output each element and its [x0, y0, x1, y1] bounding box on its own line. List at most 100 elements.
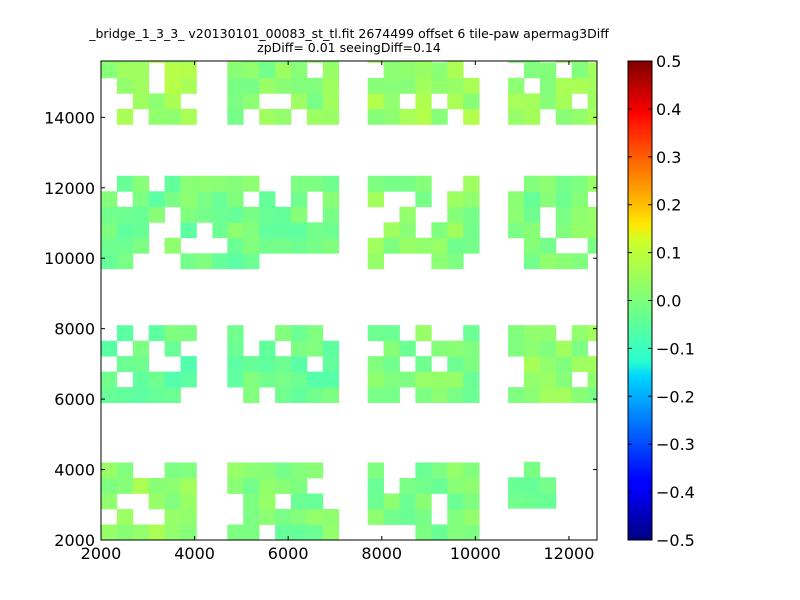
heatmap-cell — [132, 175, 150, 192]
heatmap-cell — [101, 191, 118, 208]
heatmap-cell — [383, 356, 400, 372]
heatmap-cell — [306, 108, 324, 125]
heatmap-cell — [275, 77, 292, 94]
y-tick-label: 8000 — [54, 320, 95, 339]
heatmap-cell — [116, 237, 134, 254]
heatmap-cell — [508, 77, 525, 94]
heatmap-cell — [415, 387, 432, 403]
heatmap-cell — [539, 477, 557, 494]
heatmap-cell — [259, 356, 276, 372]
heatmap-cell — [196, 191, 213, 208]
heatmap-cell — [463, 77, 480, 94]
heatmap-cell — [367, 478, 384, 494]
heatmap-cell — [322, 222, 340, 239]
heatmap-cell — [291, 93, 308, 110]
heatmap-cell — [180, 108, 197, 125]
heatmap-cell — [227, 222, 244, 239]
heatmap-cell — [227, 371, 244, 388]
heatmap-cell — [415, 108, 432, 125]
heatmap-cell — [508, 93, 525, 110]
heatmap-cell — [322, 371, 340, 388]
heatmap-cell — [447, 493, 464, 510]
heatmap-cell — [322, 356, 340, 372]
heatmap-cell — [259, 62, 276, 79]
heatmap-cell — [383, 340, 400, 357]
heatmap-cell — [447, 340, 464, 357]
heatmap-cell — [415, 61, 432, 63]
heatmap-cell — [383, 62, 400, 79]
heatmap-cell — [447, 253, 464, 270]
heatmap-cell — [116, 387, 134, 403]
colorbar-tick-label: 0.3 — [656, 148, 681, 167]
x-tick-label: 10000 — [450, 544, 501, 563]
heatmap-cell — [116, 77, 134, 94]
heatmap-cell — [415, 524, 432, 541]
heatmap-cell — [306, 340, 324, 357]
heatmap-cell — [259, 206, 276, 223]
heatmap-cell — [291, 493, 308, 510]
heatmap-cell — [367, 325, 384, 342]
heatmap-cell — [101, 371, 118, 388]
heatmap-cell — [148, 191, 165, 208]
heatmap-cell — [291, 387, 308, 403]
heatmap-cell — [524, 206, 541, 223]
heatmap-cell — [291, 524, 308, 541]
heatmap-cell — [164, 493, 181, 510]
heatmap-cell — [116, 175, 134, 192]
heatmap-cell — [259, 371, 276, 388]
heatmap-cell — [322, 524, 340, 541]
heatmap-cell — [291, 222, 308, 239]
heatmap-cell — [101, 206, 118, 223]
heatmap-cell — [431, 222, 448, 239]
heatmap-cell — [148, 524, 165, 541]
heatmap-cell — [180, 493, 197, 510]
heatmap-cell — [463, 222, 480, 239]
heatmap-cell — [508, 387, 525, 403]
heatmap-cell — [243, 478, 260, 494]
heatmap-cell — [463, 93, 480, 110]
heatmap-cell — [212, 206, 229, 223]
heatmap-cell — [431, 253, 448, 270]
heatmap-cell — [116, 325, 134, 342]
heatmap-cell — [367, 191, 384, 208]
heatmap-cell — [227, 206, 244, 223]
heatmap-cell — [431, 462, 448, 479]
heatmap-cell — [539, 191, 557, 208]
heatmap-cell — [275, 462, 292, 479]
heatmap-cell — [116, 524, 134, 541]
heatmap-cell — [383, 325, 400, 342]
heatmap-cell — [275, 387, 292, 403]
y-tick-label: 14000 — [44, 108, 95, 127]
heatmap-cell — [383, 493, 400, 510]
heatmap-cell — [227, 108, 244, 125]
heatmap-cell — [322, 93, 340, 110]
heatmap-cell — [539, 62, 557, 79]
heatmap-cell — [101, 462, 118, 479]
heatmap-cell — [180, 206, 197, 223]
heatmap-cell — [367, 175, 384, 192]
heatmap-cell — [243, 493, 260, 510]
heatmap-cell — [431, 524, 448, 541]
colorbar-tick-label: 0.1 — [656, 244, 681, 263]
heatmap-cell — [399, 222, 416, 239]
heatmap-cell — [367, 61, 384, 63]
heatmap-cell — [415, 175, 432, 192]
heatmap-cell — [463, 108, 480, 125]
heatmap-cell — [431, 62, 448, 79]
heatmap-cell — [243, 371, 260, 388]
heatmap-cell — [227, 325, 244, 342]
heatmap-cell — [383, 237, 400, 254]
heatmap-cell — [383, 61, 400, 63]
heatmap-cell — [212, 175, 229, 192]
heatmap-cell — [196, 206, 213, 223]
colorbar-tick-label: 0.0 — [656, 292, 681, 311]
heatmap-cell — [322, 509, 340, 525]
heatmap-cell — [383, 509, 400, 525]
heatmap-cell — [571, 77, 588, 94]
heatmap-cell — [180, 175, 197, 192]
heatmap-cell — [132, 340, 150, 357]
heatmap-cell — [539, 77, 557, 94]
heatmap-cell — [555, 253, 573, 270]
heatmap-cell — [243, 62, 260, 79]
heatmap-cell — [524, 387, 541, 403]
